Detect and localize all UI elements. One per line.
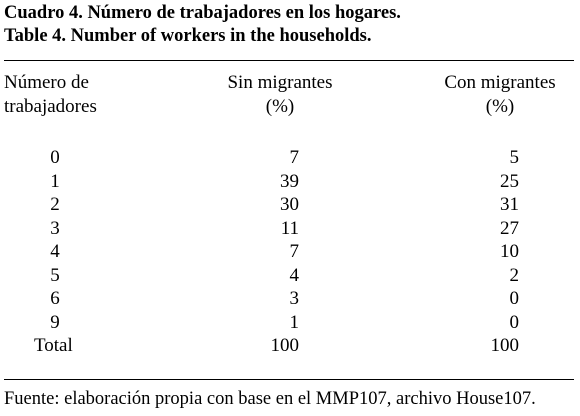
row-label: 3 (50, 217, 60, 239)
value-without-migrants: 4 (289, 264, 300, 286)
column-header-workers: Número de trabajadores (4, 71, 97, 119)
value-without-migrants: 30 (280, 194, 299, 215)
total-with-migrants: 100 (490, 335, 520, 356)
value-with-migrants: 0 (509, 288, 520, 309)
row-label: 1 (50, 170, 60, 192)
value-without-migrants: 11 (280, 217, 299, 239)
table-row: 9 1 0 (0, 311, 580, 335)
top-rule (4, 60, 574, 61)
value-with-migrants: 10 (500, 241, 519, 262)
table-title-english: Table 4. Number of workers in the househ… (4, 26, 372, 46)
value-with-migrants: 0 (509, 311, 520, 333)
table-row-total: Total 100 100 (0, 334, 580, 358)
value-with-migrants: 25 (500, 170, 519, 192)
table-row: 0 7 5 (0, 146, 580, 170)
table-row: 3 11 27 (0, 217, 580, 241)
value-without-migrants: 7 (289, 147, 300, 168)
row-label-total: Total (34, 335, 73, 356)
value-without-migrants: 7 (289, 241, 300, 262)
column-header-without-migrants: Sin migrantes (%) (195, 71, 365, 119)
table-row: 5 4 2 (0, 264, 580, 288)
row-label: 4 (50, 241, 60, 262)
row-label: 0 (50, 147, 60, 168)
column-header-without-migrants-line1: Sin migrantes (227, 72, 333, 93)
row-label: 2 (50, 194, 60, 215)
value-with-migrants: 27 (500, 217, 519, 239)
value-with-migrants: 31 (500, 194, 519, 215)
column-header-with-migrants-line2: (%) (485, 96, 515, 117)
source-note: Fuente: elaboración propia con base en e… (4, 389, 536, 409)
bottom-rule (4, 379, 574, 380)
row-label: 6 (50, 288, 60, 309)
value-with-migrants: 2 (509, 264, 520, 286)
row-label: 5 (50, 264, 60, 286)
column-header-with-migrants: Con migrantes (%) (415, 71, 580, 119)
column-header-without-migrants-line2: (%) (265, 96, 295, 117)
table-row: 6 3 0 (0, 287, 580, 311)
column-header-workers-line2: trabajadores (4, 96, 97, 117)
table-row: 2 30 31 (0, 193, 580, 217)
row-label: 9 (50, 311, 60, 333)
table-body: 0 7 5 1 39 25 2 30 31 3 11 27 4 7 10 5 4… (0, 146, 580, 358)
value-without-migrants: 1 (289, 311, 300, 333)
table-title: Cuadro 4. Número de trabajadores en los … (4, 2, 401, 48)
table-row: 4 7 10 (0, 240, 580, 264)
value-without-migrants: 3 (289, 288, 300, 309)
total-without-migrants: 100 (270, 335, 300, 356)
table-title-spanish: Cuadro 4. Número de trabajadores en los … (4, 3, 401, 23)
column-header-workers-line1: Número de (4, 72, 89, 93)
value-without-migrants: 39 (280, 170, 299, 192)
table-row: 1 39 25 (0, 170, 580, 194)
column-header-with-migrants-line1: Con migrantes (444, 72, 556, 93)
value-with-migrants: 5 (509, 147, 520, 168)
